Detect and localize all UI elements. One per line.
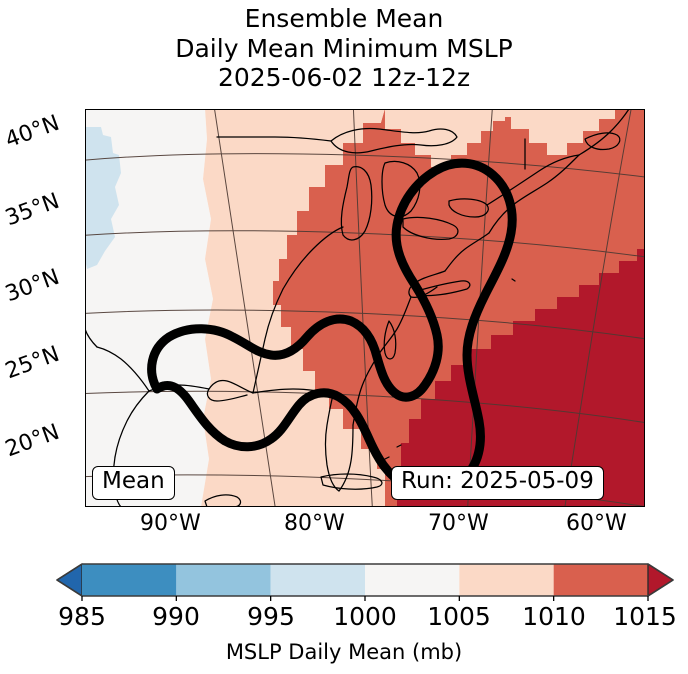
colorbar-axis-label: MSLP Daily Mean (mb): [225, 640, 463, 664]
colorbar-band-1010-1015: [553, 564, 648, 596]
lon-tick-70W: 70°W: [428, 511, 489, 536]
colorbar-tick-1000: 1000: [333, 602, 397, 631]
contour-band-1005-1010-northeast: [505, 109, 615, 155]
page-title: Ensemble Mean Daily Mean Minimum MSLP 20…: [0, 4, 688, 93]
lat-tick-40N: 40°N: [2, 110, 63, 154]
colorbar-tick-985: 985: [58, 602, 106, 631]
colorbar-canvas: [56, 563, 674, 601]
title-line-1: Ensemble Mean: [244, 4, 444, 33]
colorbar-band-985-990: [82, 564, 177, 596]
colorbar-band-1005-1010: [459, 564, 554, 596]
lon-tick-80W: 80°W: [284, 511, 345, 536]
colorbar-band-990-995: [176, 564, 271, 596]
colorbar-extend-min: [56, 563, 83, 597]
mean-label-box: Mean: [92, 466, 175, 500]
colorbar-tick-1005: 1005: [427, 602, 491, 631]
colorbar-band-1000-1005: [365, 564, 460, 596]
colorbar-tick-995: 995: [247, 602, 295, 631]
lat-tick-25N: 25°N: [2, 341, 63, 385]
map-plot-area: [85, 109, 645, 507]
colorbar-extend-max: [647, 563, 674, 597]
colorbar-tick-1010: 1010: [522, 602, 586, 631]
run-label-box: Run: 2025-05-09: [391, 466, 604, 500]
contour-band-1005-1010-north: [385, 109, 505, 167]
highlight-contour-line: [147, 158, 517, 496]
lon-tick-90W: 90°W: [140, 511, 201, 536]
colorbar: 985 990 995 1000 1005 1010 1015 MSLP Dai…: [0, 558, 688, 674]
colorbar-tick-1015: 1015: [613, 602, 677, 631]
colorbar-tick-990: 990: [152, 602, 200, 631]
title-line-2: Daily Mean Minimum MSLP: [175, 33, 513, 63]
lon-tick-60W: 60°W: [566, 511, 627, 536]
colorbar-ticks: [81, 596, 649, 601]
title-line-3: 2025-06-02 12z-12z: [217, 63, 471, 92]
colorbar-band-995-1000: [270, 564, 365, 596]
map-canvas: [85, 109, 645, 507]
lat-tick-35N: 35°N: [2, 188, 63, 232]
lat-tick-20N: 20°N: [2, 419, 63, 463]
contour-band-over-1015: [397, 249, 645, 507]
lat-tick-30N: 30°N: [2, 264, 63, 308]
